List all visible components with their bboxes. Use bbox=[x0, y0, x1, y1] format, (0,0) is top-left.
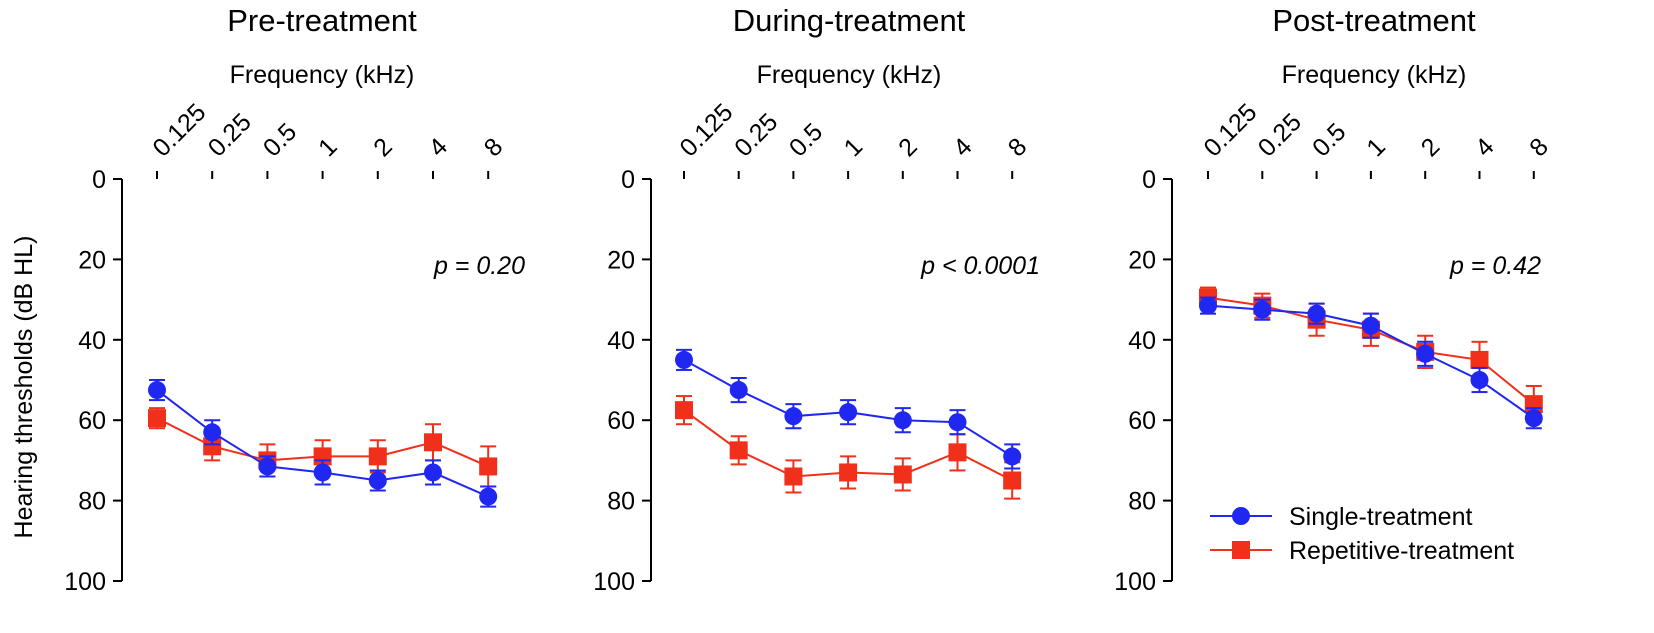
data-point-circle bbox=[368, 471, 387, 490]
x-tick-label: 0.125 bbox=[147, 98, 211, 162]
legend-item-repetitive-treatment: Repetitive-treatment bbox=[1210, 537, 1514, 565]
x-tick-label: 0.5 bbox=[258, 118, 302, 162]
data-point-circle bbox=[1253, 300, 1272, 319]
y-tick-label: 100 bbox=[1114, 568, 1156, 596]
x-tick-label: 0.125 bbox=[1198, 98, 1262, 162]
data-point-circle bbox=[1307, 304, 1326, 323]
x-tick-label: 2 bbox=[368, 133, 398, 163]
x-tick-label: 4 bbox=[423, 133, 453, 163]
legend-label: Single-treatment bbox=[1289, 503, 1472, 531]
y-tick-label: 20 bbox=[78, 246, 106, 274]
data-point-circle bbox=[203, 423, 222, 442]
data-point-circle bbox=[424, 463, 442, 482]
data-point-circle bbox=[148, 381, 166, 400]
y-tick-label: 80 bbox=[78, 488, 106, 516]
data-point-square bbox=[203, 437, 222, 456]
x-tick-label: 0.25 bbox=[1253, 108, 1307, 162]
legend-label: Repetitive-treatment bbox=[1289, 537, 1514, 565]
data-point-square bbox=[479, 457, 498, 476]
data-point-circle bbox=[313, 463, 332, 482]
series-single-treatment bbox=[675, 348, 1022, 470]
legend-marker-square bbox=[1232, 541, 1250, 559]
data-point-circle bbox=[839, 403, 858, 422]
y-tick-label: 60 bbox=[78, 407, 106, 435]
x-tick-label: 8 bbox=[479, 133, 509, 163]
y-tick-label: 20 bbox=[607, 246, 635, 274]
data-point-square bbox=[1003, 471, 1022, 490]
x-tick-label: 1 bbox=[839, 133, 869, 163]
data-point-square bbox=[368, 447, 387, 466]
data-point-circle bbox=[675, 350, 693, 369]
data-point-circle bbox=[479, 487, 498, 506]
data-point-circle bbox=[1361, 316, 1380, 335]
series-repetitive-treatment bbox=[1199, 286, 1543, 424]
y-tick-label: 20 bbox=[1128, 246, 1156, 274]
y-tick-label: 40 bbox=[1128, 327, 1156, 355]
data-point-circle bbox=[1470, 371, 1489, 389]
x-tick-label: 4 bbox=[1470, 133, 1500, 163]
data-point-square bbox=[424, 433, 442, 452]
data-point-square bbox=[784, 467, 803, 486]
data-point-circle bbox=[729, 381, 748, 400]
panel-title: During-treatment bbox=[733, 3, 966, 38]
data-point-square bbox=[1470, 350, 1489, 369]
x-tick-label: 0.5 bbox=[1307, 118, 1351, 162]
y-tick-label: 100 bbox=[593, 568, 635, 596]
data-point-square bbox=[948, 443, 967, 462]
y-axis-label: Hearing thresholds (dB HL) bbox=[10, 236, 38, 539]
chart-panel-1: Pre-treatment Frequency (kHz) 0 20 40 60 80 100… bbox=[64, 3, 525, 596]
legend-item-single-treatment: Single-treatment bbox=[1210, 503, 1472, 531]
data-point-circle bbox=[1199, 296, 1217, 315]
data-point-square bbox=[839, 463, 858, 482]
data-point-square bbox=[148, 409, 166, 428]
data-point-circle bbox=[948, 413, 967, 432]
data-point-square bbox=[729, 441, 748, 460]
x-tick-label: 8 bbox=[1003, 133, 1033, 163]
p-value-annotation: p < 0.0001 bbox=[920, 252, 1040, 280]
x-tick-label: 8 bbox=[1524, 133, 1554, 163]
data-point-circle bbox=[258, 457, 277, 476]
x-tick-label: 1 bbox=[1361, 133, 1391, 163]
y-tick-label: 80 bbox=[607, 488, 635, 516]
y-tick-label: 100 bbox=[64, 568, 106, 596]
x-tick-label: 4 bbox=[948, 133, 978, 163]
x-tick-label: 1 bbox=[313, 133, 343, 163]
y-tick-label: 0 bbox=[621, 166, 635, 194]
panel-title: Pre-treatment bbox=[227, 3, 417, 38]
x-tick-label: 0.125 bbox=[674, 98, 738, 162]
x-axis-label: Frequency (kHz) bbox=[1282, 61, 1467, 89]
data-point-circle bbox=[1416, 344, 1435, 363]
p-value-annotation: p = 0.20 bbox=[433, 252, 525, 280]
x-axis-label: Frequency (kHz) bbox=[230, 61, 415, 89]
y-tick-label: 0 bbox=[92, 166, 106, 194]
y-tick-label: 0 bbox=[1142, 166, 1156, 194]
y-tick-label: 80 bbox=[1128, 488, 1156, 516]
x-tick-label: 0.5 bbox=[784, 118, 828, 162]
panel-title: Post-treatment bbox=[1272, 3, 1476, 38]
series-single-treatment bbox=[148, 379, 498, 508]
data-point-square bbox=[675, 401, 693, 420]
data-point-circle bbox=[893, 411, 912, 430]
x-tick-label: 0.25 bbox=[203, 108, 257, 162]
x-tick-label: 0.25 bbox=[729, 108, 783, 162]
data-point-circle bbox=[784, 407, 803, 426]
x-tick-label: 2 bbox=[1416, 133, 1446, 163]
x-axis-label: Frequency (kHz) bbox=[757, 61, 942, 89]
legend: Single-treatment Repetitive-treatment bbox=[1210, 503, 1514, 565]
data-point-square bbox=[893, 465, 912, 484]
y-tick-label: 60 bbox=[607, 407, 635, 435]
data-point-circle bbox=[1524, 409, 1543, 428]
y-tick-label: 40 bbox=[607, 327, 635, 355]
series-single-treatment bbox=[1199, 296, 1543, 430]
x-tick-label: 2 bbox=[893, 133, 923, 163]
legend-marker-circle bbox=[1232, 507, 1250, 525]
data-point-circle bbox=[1003, 447, 1022, 466]
y-tick-label: 60 bbox=[1128, 407, 1156, 435]
p-value-annotation: p = 0.42 bbox=[1449, 252, 1541, 280]
y-tick-label: 40 bbox=[78, 327, 106, 355]
series-repetitive-treatment bbox=[675, 395, 1022, 500]
